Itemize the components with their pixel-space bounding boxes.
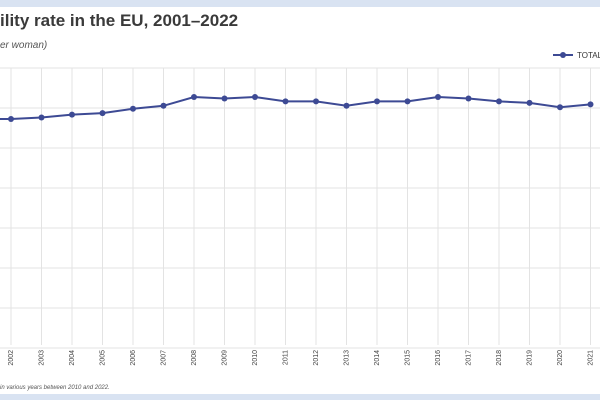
x-tick-label: 2009 bbox=[222, 350, 229, 366]
data-point bbox=[404, 98, 411, 105]
x-tick-label: 2012 bbox=[313, 350, 320, 366]
chart-subtitle: er woman) bbox=[0, 40, 48, 51]
chart-footnote: in various years between 2010 and 2022. bbox=[0, 385, 110, 391]
legend: TOTAL bbox=[553, 51, 600, 60]
x-tick-label: 2014 bbox=[374, 350, 381, 366]
x-tick-label: 2013 bbox=[344, 350, 351, 366]
legend-item-total: TOTAL bbox=[577, 51, 600, 60]
data-point bbox=[435, 94, 441, 100]
x-axis-tick-labels: 2002 2003 2004 2005 2006 2007 2008 2009 2010 2011… bbox=[8, 350, 595, 366]
data-point bbox=[496, 98, 502, 105]
x-tick-label: 2016 bbox=[435, 350, 442, 366]
x-tick-label: 2003 bbox=[39, 350, 46, 366]
x-tick-label: 2015 bbox=[405, 350, 412, 366]
x-tick-label: 2017 bbox=[466, 350, 473, 366]
data-point bbox=[99, 110, 106, 117]
chart-grid bbox=[0, 67, 600, 349]
data-point bbox=[8, 116, 14, 122]
data-point bbox=[557, 104, 563, 111]
page-bottom-strip bbox=[0, 394, 600, 400]
data-point bbox=[313, 98, 319, 105]
x-tick-label: 2011 bbox=[283, 350, 290, 365]
x-tick-label: 2018 bbox=[496, 350, 503, 366]
data-point bbox=[221, 95, 228, 102]
x-tick-label: 2006 bbox=[130, 350, 137, 366]
x-tick-label: 2005 bbox=[100, 350, 107, 366]
x-tick-label: 2008 bbox=[191, 350, 198, 366]
data-point bbox=[38, 114, 45, 121]
data-point bbox=[465, 95, 472, 102]
x-tick-label: 2007 bbox=[161, 350, 168, 366]
data-point bbox=[282, 98, 289, 105]
x-tick-label: 2019 bbox=[527, 350, 534, 366]
x-tick-label: 2021 bbox=[588, 350, 595, 366]
data-point bbox=[252, 94, 258, 100]
data-point bbox=[587, 101, 594, 108]
data-point bbox=[191, 94, 197, 100]
data-point bbox=[374, 98, 380, 105]
data-point bbox=[343, 102, 350, 109]
x-tick-label: 2002 bbox=[8, 350, 15, 366]
chart-panel bbox=[0, 7, 600, 400]
data-point bbox=[130, 105, 136, 112]
x-tick-label: 2010 bbox=[252, 350, 259, 366]
legend-marker-icon bbox=[560, 52, 566, 58]
chart-title: ility rate in the EU, 2001–2022 bbox=[0, 11, 239, 30]
series-points bbox=[8, 94, 594, 122]
data-point bbox=[69, 111, 75, 118]
data-point bbox=[160, 102, 167, 109]
x-tick-label: 2020 bbox=[557, 350, 564, 366]
x-tick-label: 2004 bbox=[69, 350, 76, 366]
data-point bbox=[526, 99, 533, 106]
